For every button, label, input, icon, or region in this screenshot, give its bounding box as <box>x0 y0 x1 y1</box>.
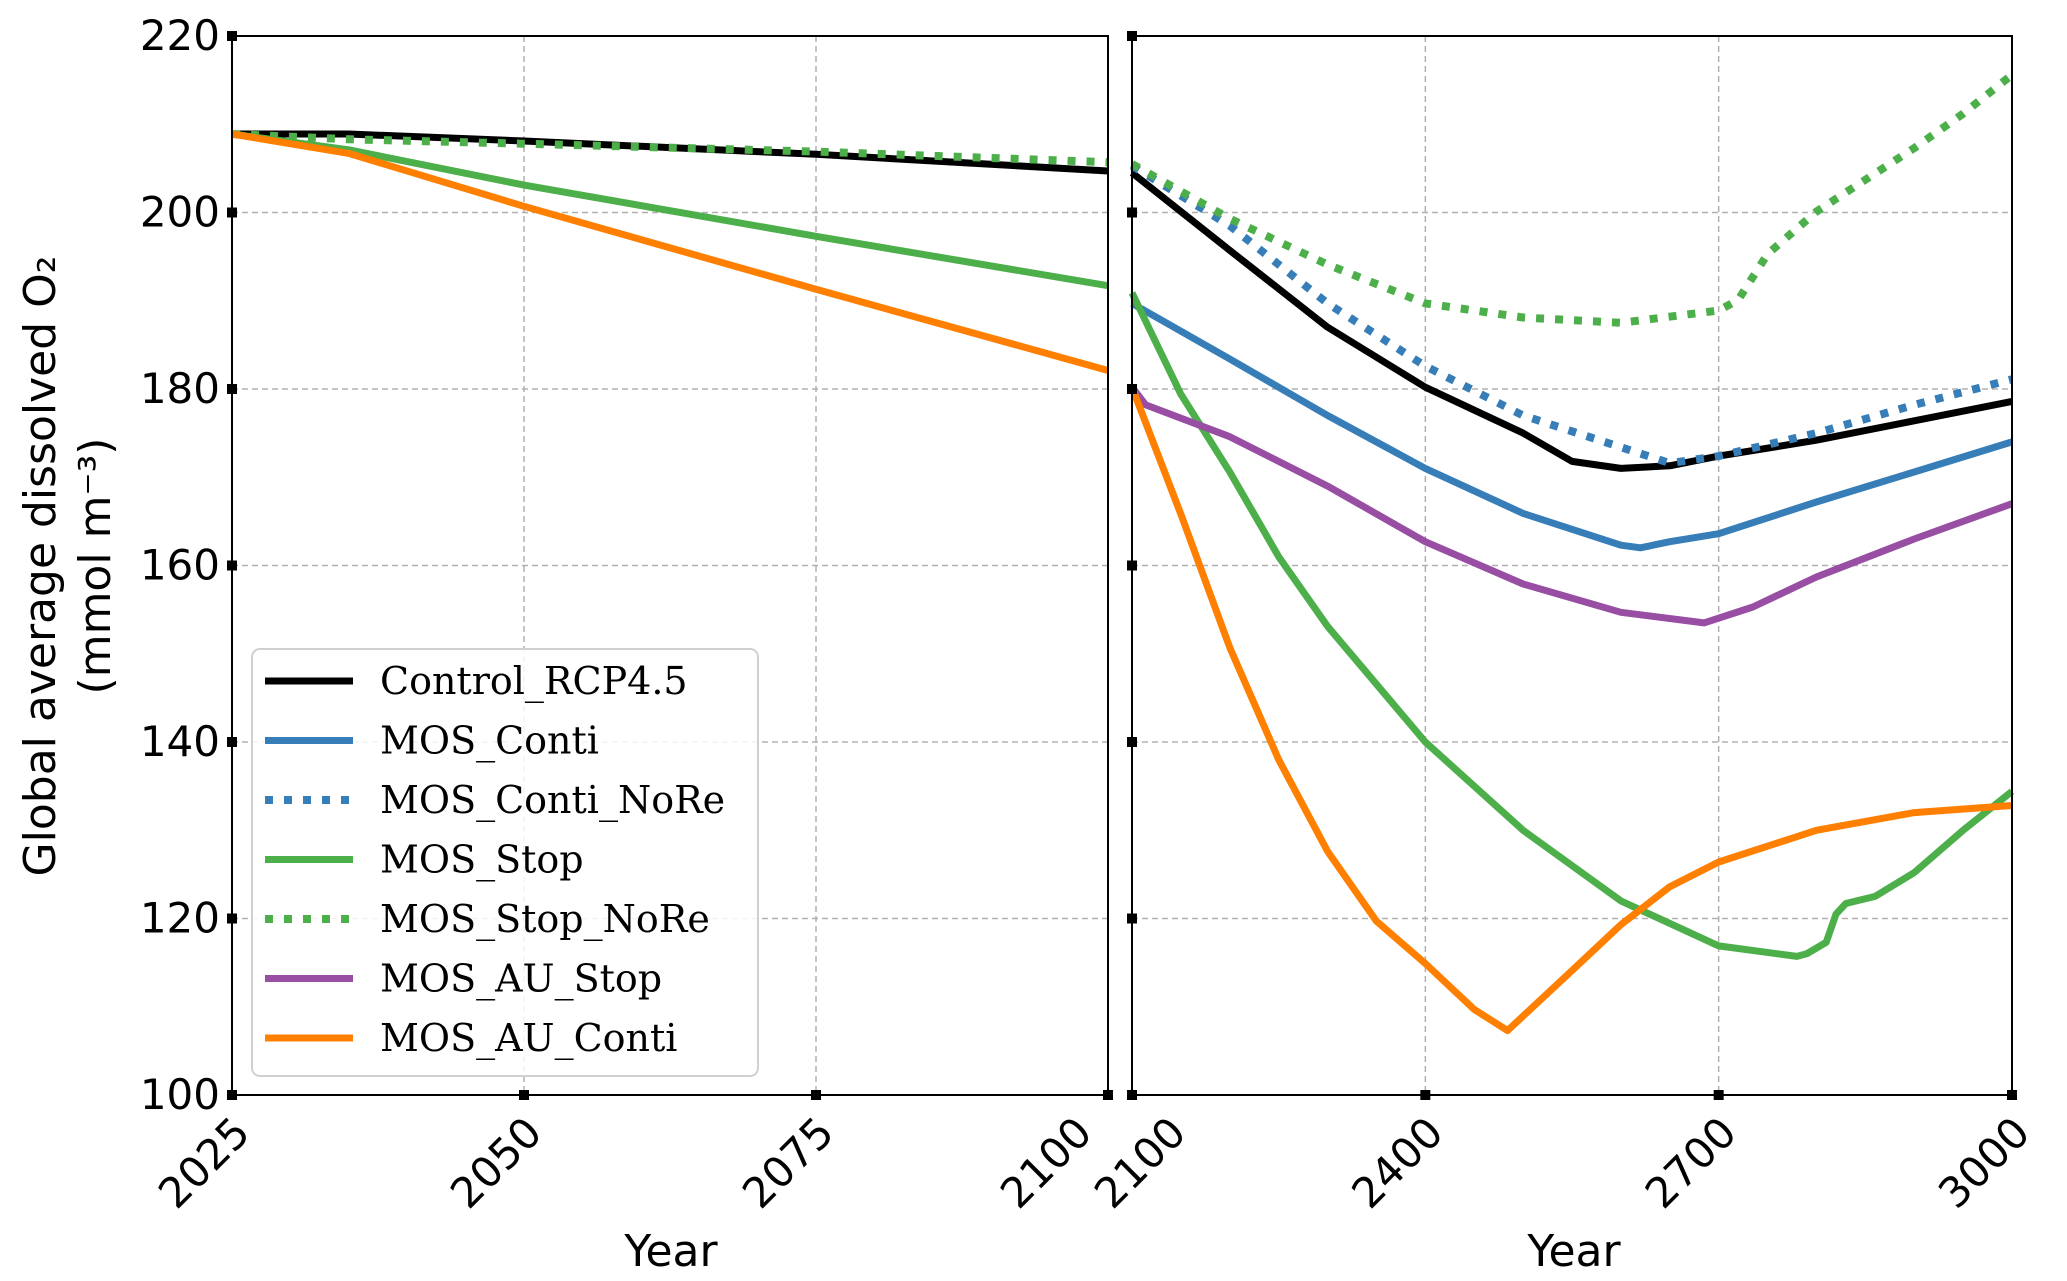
series-line-mos-stop-nore <box>1130 71 2015 327</box>
y-tick-label: 100 <box>140 1070 220 1119</box>
x-tick-label: 2050 <box>441 1108 551 1218</box>
y-tick-label: 120 <box>140 894 220 943</box>
series-line-mos-conti-nore <box>1129 162 2014 468</box>
x-tick-label: 2100 <box>1085 1108 1195 1218</box>
y-tick-label: 180 <box>140 364 220 413</box>
series-layer <box>231 71 2015 1035</box>
legend-label: MOS_AU_Conti <box>380 1016 677 1061</box>
legend-label: MOS_Conti <box>380 719 599 764</box>
series-line-mos-conti <box>1130 300 2014 552</box>
legend-label: Control_RCP4.5 <box>380 659 688 704</box>
y-tick-label: 220 <box>140 11 220 60</box>
x-tick-label: 2075 <box>733 1108 843 1218</box>
y-axis-label: Global average dissolved O₂ <box>15 256 66 877</box>
legend-label: MOS_Stop_NoRe <box>380 897 710 942</box>
x-tick-label: 3000 <box>1929 1108 2039 1218</box>
legend-label: MOS_Conti_NoRe <box>380 778 725 823</box>
series-line-mos-stop-nore <box>231 130 1109 167</box>
series-line-mos-au-conti <box>1128 385 2013 1035</box>
series-line-mos-stop <box>1128 291 2015 960</box>
plot-frame <box>1131 35 2013 1096</box>
x-tick-label: 2700 <box>1636 1108 1746 1218</box>
legend-label: MOS_AU_Stop <box>380 957 662 1002</box>
legend: Control_RCP4.5 MOS_Conti MOS_Conti_NoRe MOS… <box>251 648 759 1077</box>
legend-box <box>251 648 759 1077</box>
legend-label: MOS_Stop <box>380 838 584 883</box>
y-tick-label: 200 <box>140 188 220 237</box>
x-axis-label-right: Year <box>1526 1226 1621 1277</box>
series-line-control-rcp4-5 <box>1129 170 2013 472</box>
x-tick-label: 2025 <box>149 1108 259 1218</box>
plot-frame <box>231 35 1109 1096</box>
x-tick-label: 2100 <box>991 1108 1101 1218</box>
series-line-mos-au-conti <box>231 130 1109 374</box>
y-axis-units: (mmol m⁻³) <box>70 438 121 695</box>
y-tick-label: 140 <box>140 717 220 766</box>
series-line-mos-au-stop <box>1129 385 2014 627</box>
x-tick-label: 2400 <box>1342 1108 1452 1218</box>
y-tick-label: 160 <box>140 541 220 590</box>
x-axis-label-left: Year <box>623 1226 718 1277</box>
